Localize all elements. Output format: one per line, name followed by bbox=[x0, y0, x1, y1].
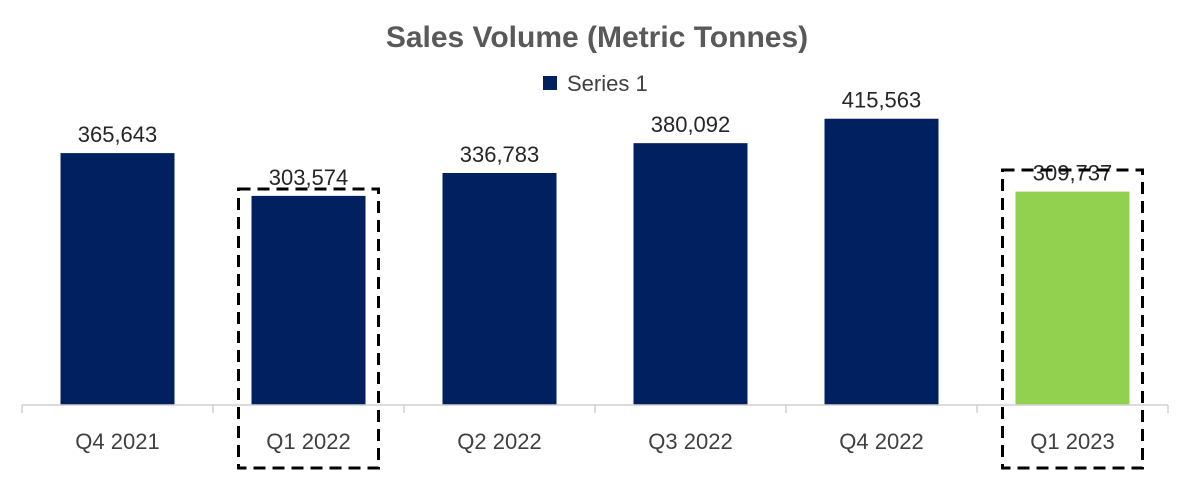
legend-label: Series 1 bbox=[567, 71, 648, 96]
data-label: 380,092 bbox=[651, 112, 731, 137]
x-tick-label: Q1 2023 bbox=[1030, 429, 1114, 454]
x-tick-label: Q3 2022 bbox=[648, 429, 732, 454]
bar-q4-2021 bbox=[60, 153, 175, 405]
bar-q1-2022 bbox=[251, 195, 366, 405]
x-tick-label: Q4 2022 bbox=[839, 429, 923, 454]
data-label: 303,574 bbox=[269, 165, 349, 190]
x-tick-label: Q1 2022 bbox=[266, 429, 350, 454]
data-label: 309,737 bbox=[1033, 161, 1113, 186]
bar-q4-2022 bbox=[824, 118, 939, 405]
x-tick-label: Q4 2021 bbox=[75, 429, 159, 454]
plot-area: 365,643 303,574 336,783 380,092 415,563 309,7… bbox=[21, 88, 1169, 470]
data-label: 336,783 bbox=[460, 142, 540, 167]
x-tick-label: Q2 2022 bbox=[457, 429, 541, 454]
data-label: 415,563 bbox=[842, 88, 922, 113]
bar-q1-2023 bbox=[1015, 191, 1130, 405]
chart-title: Sales Volume (Metric Tonnes) bbox=[386, 21, 808, 54]
highlight-outline bbox=[1001, 168, 1144, 470]
bar-q2-2022 bbox=[442, 172, 557, 405]
data-label: 365,643 bbox=[78, 122, 158, 147]
legend: Series 1 bbox=[543, 71, 648, 96]
legend-swatch bbox=[543, 76, 557, 90]
bar-q3-2022 bbox=[633, 143, 748, 405]
